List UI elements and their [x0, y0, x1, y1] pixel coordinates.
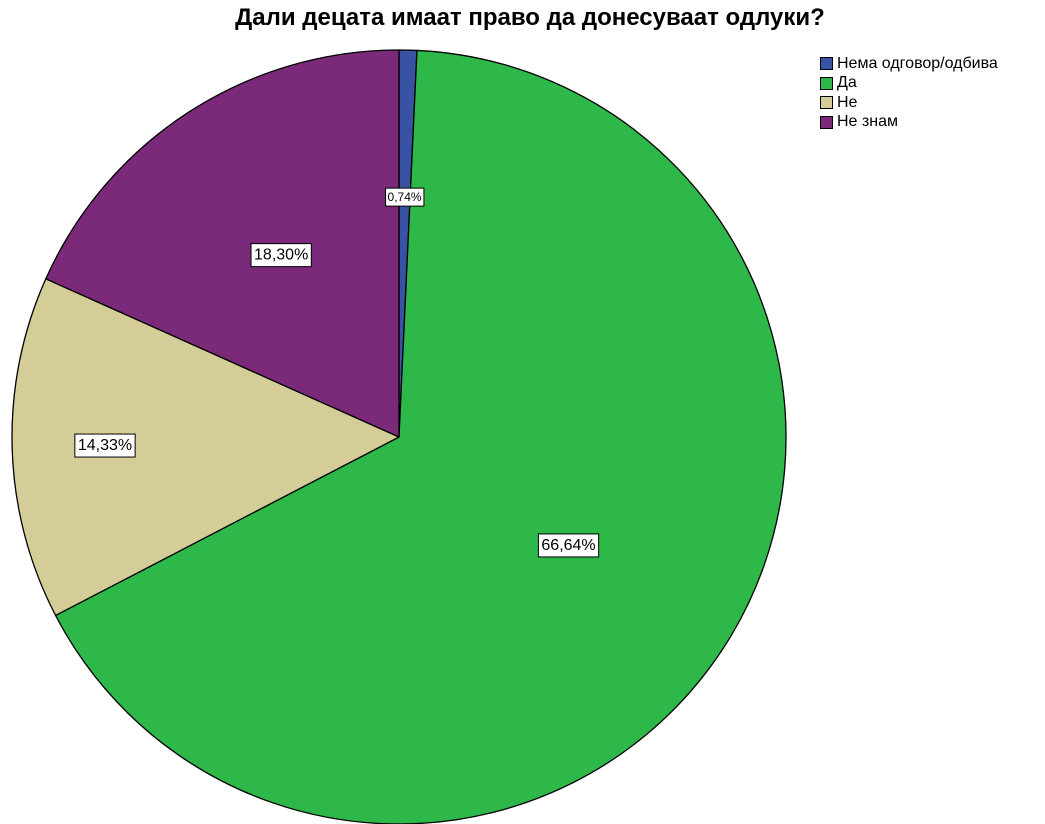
legend-swatch — [820, 57, 833, 71]
chart-title: Дали децата имаат право да донесуваат од… — [235, 4, 825, 31]
slice-label: 18,30% — [250, 243, 312, 268]
slice-label-text: 14,33% — [78, 437, 132, 454]
legend-item: Не знам — [820, 113, 998, 133]
legend-label: Не знам — [837, 113, 898, 131]
legend-swatch — [820, 76, 833, 90]
legend-swatch — [820, 115, 833, 129]
pie-slice — [54, 49, 787, 824]
legend-swatch — [820, 96, 833, 110]
slice-label-box — [250, 243, 312, 268]
legend-label: Не — [837, 93, 858, 111]
slice-label-text: 66,64% — [541, 537, 595, 554]
slice-label-box — [385, 187, 425, 207]
legend-item: Не — [820, 93, 998, 113]
slice-label-box — [537, 533, 600, 558]
slice-label-text: 18,30% — [254, 247, 308, 264]
chart-legend: Нема одговор/одбива Да Не Не знам — [820, 54, 998, 132]
pie-slice — [45, 49, 400, 438]
legend-item: Нема одговор/одбива — [820, 54, 998, 74]
slice-label-box — [74, 433, 136, 458]
legend-item: Да — [820, 74, 998, 94]
slice-label: 14,33% — [74, 433, 136, 458]
slice-label: 66,64% — [537, 533, 600, 558]
pie-slice — [11, 278, 400, 617]
pie-labels: 0,74% 66,64% 14,33% 18,30% — [74, 187, 600, 558]
slice-label-text: 0,74% — [388, 190, 422, 204]
legend-label: Да — [837, 74, 857, 92]
slice-label: 0,74% — [385, 187, 425, 207]
pie-slices — [11, 49, 787, 824]
legend-label: Нема одговор/одбива — [837, 54, 998, 72]
